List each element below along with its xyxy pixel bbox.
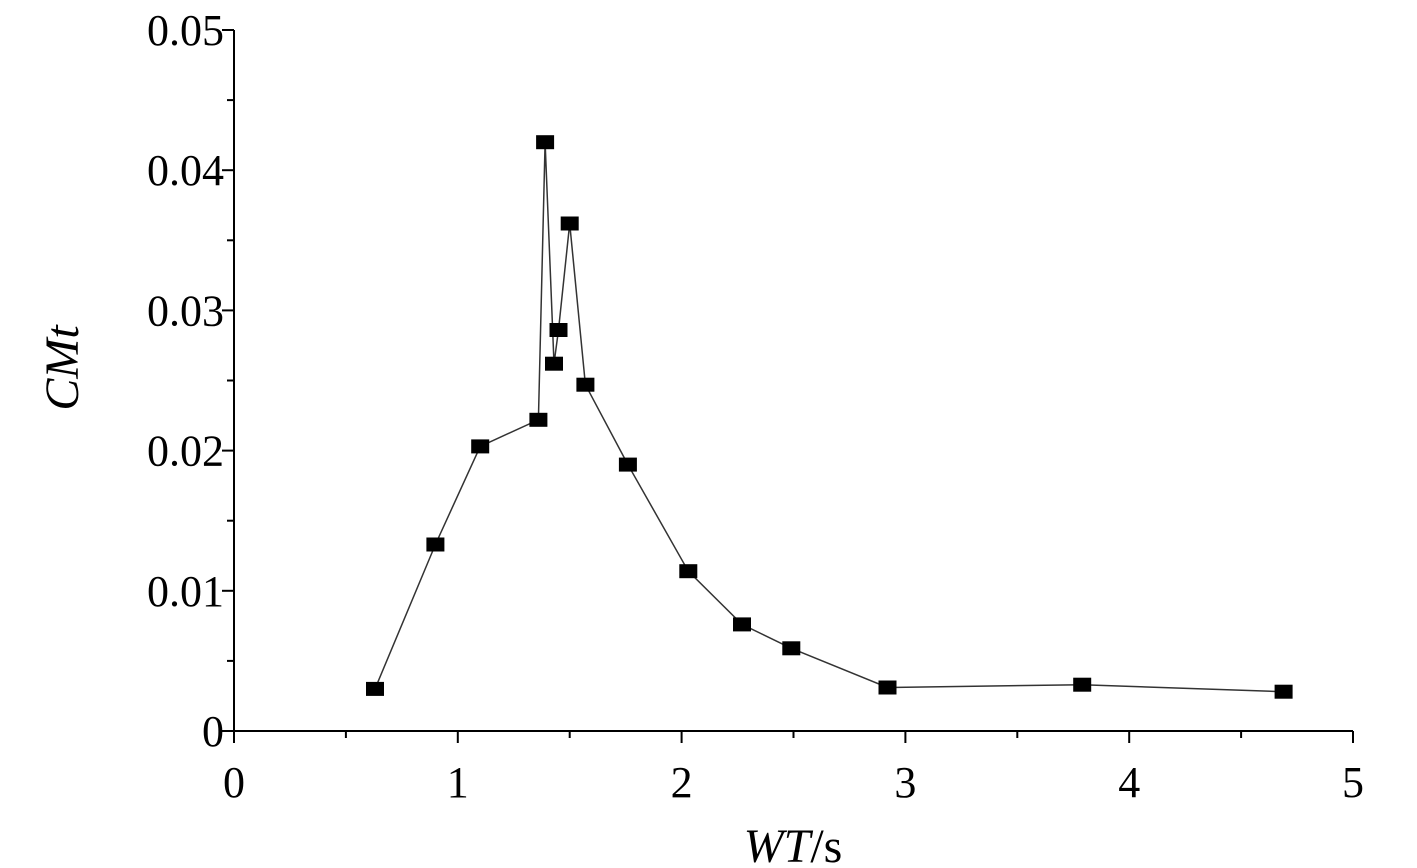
series-group [366,135,1293,699]
data-point-marker [366,681,384,696]
data-point-marker [782,641,801,656]
data-point-marker [426,537,445,552]
x-axis-label-main: WT [744,820,814,868]
y-tick-label: 0.02 [147,427,224,476]
data-point-marker [471,439,490,454]
data-point-marker [545,356,563,371]
y-tick-label: 0.01 [147,567,224,616]
y-tick-label: 0 [202,707,224,756]
x-tick-label: 0 [223,758,245,807]
x-axis-label: WT/s [744,820,843,868]
x-tick-label: 4 [1118,758,1140,807]
series-line [374,142,1284,693]
data-point-marker [560,216,579,231]
y-tick-label: 0.04 [147,146,224,195]
tick-labels: 0 1 2 3 4 5 0 0.01 0.02 0.03 0.04 0.05 [147,6,1364,807]
x-tick-label: 3 [894,758,916,807]
data-point-marker [576,377,595,392]
data-point-marker [536,135,555,150]
data-point-marker [733,617,751,632]
x-tick-label: 2 [671,758,693,807]
y-tick-label: 0.05 [147,6,224,55]
data-point-marker [618,457,637,472]
data-point-marker [878,680,897,695]
data-point-marker [529,412,548,427]
data-point-marker [679,564,698,579]
y-tick-label: 0.03 [147,286,224,335]
x-tick-label: 1 [447,758,469,807]
x-tick-label: 5 [1342,758,1364,807]
data-point-marker [1274,684,1293,699]
data-point-marker [1073,677,1092,692]
x-axis-label-unit: /s [810,820,842,868]
ticks [222,29,1354,743]
y-axis-label: CMt [36,324,89,411]
data-point-marker [549,323,568,337]
